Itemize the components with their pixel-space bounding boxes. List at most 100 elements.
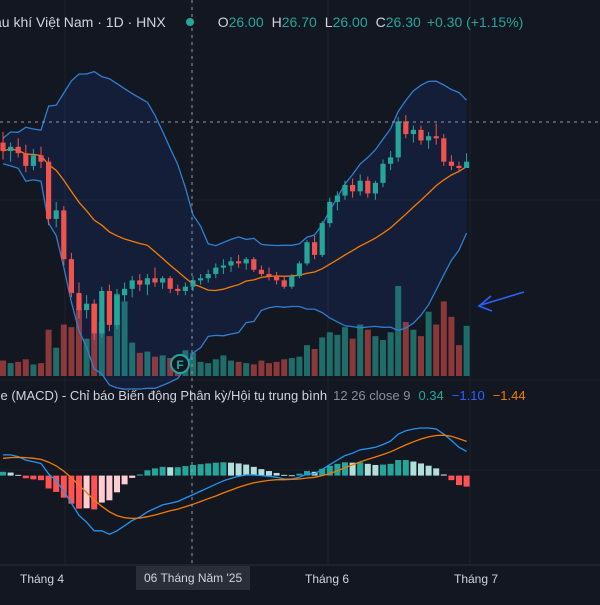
macd-histogram-bar <box>167 467 174 476</box>
volume-bar <box>266 363 272 376</box>
volume-bar <box>372 336 379 376</box>
candle-body <box>84 303 90 311</box>
macd-histogram-bar <box>326 465 333 476</box>
event-flag-marker[interactable]: F <box>170 354 190 374</box>
volume-bar <box>136 352 143 376</box>
candle-body <box>426 136 432 141</box>
macd-histogram-bar <box>174 467 181 476</box>
macd-histogram-bar <box>296 473 303 476</box>
time-label-thang-7: Tháng 7 <box>454 572 499 586</box>
macd-histogram-bar <box>68 475 75 504</box>
candle-body <box>99 290 105 334</box>
volume-bar <box>129 342 136 376</box>
candle-body <box>30 155 36 166</box>
volume-bar <box>281 359 288 376</box>
macd-legend: ce (MACD) - Chỉ báo Biến động Phân kỳ/Hộ… <box>0 385 600 405</box>
candle-body <box>137 280 143 285</box>
macd-histogram-bar <box>190 464 196 476</box>
macd-histogram-bar <box>342 462 348 476</box>
macd-histogram-bar <box>121 475 128 485</box>
open-value: 26.00 <box>228 14 264 30</box>
symbol-title[interactable]: ầu khí Việt Nam · 1D · HNX <box>0 14 166 30</box>
time-label-thang-4: Tháng 4 <box>20 572 65 586</box>
macd-histogram-bar <box>220 462 227 476</box>
volume-bar <box>45 329 52 376</box>
high-label: H <box>271 14 282 30</box>
candle-body <box>243 259 249 264</box>
volume-bar <box>448 316 455 376</box>
candle-body <box>410 129 416 135</box>
candle-body <box>327 201 333 224</box>
arrow-head-icon <box>477 295 493 312</box>
event-flag-circle[interactable] <box>170 354 190 374</box>
volume-bar <box>114 293 120 376</box>
macd-histogram-bar <box>0 471 6 476</box>
candle-body <box>395 121 401 158</box>
close-label: C <box>375 14 386 30</box>
candle-body <box>15 146 21 154</box>
candlesticks[interactable] <box>0 115 470 340</box>
change-value: +0.30 (+1.15%) <box>426 14 524 30</box>
candle-body <box>182 286 188 291</box>
macd-line <box>3 427 467 536</box>
close-value: 26.30 <box>385 14 421 30</box>
volume-bar <box>319 337 326 376</box>
candle-body <box>251 259 257 270</box>
volume-bar <box>250 364 257 376</box>
volume-bar <box>68 327 75 376</box>
candle-body <box>319 223 325 255</box>
macd-histogram-bar <box>182 466 189 476</box>
volume-bar <box>364 329 371 376</box>
candle-body <box>198 278 204 281</box>
macd-pane[interactable] <box>0 427 470 536</box>
grid-lines <box>0 0 600 565</box>
volume-bar <box>402 322 409 376</box>
candle-body <box>152 278 158 283</box>
volume-bar <box>76 309 82 376</box>
macd-histogram-bar <box>98 475 105 503</box>
candle-body <box>38 155 44 162</box>
macd-histogram-bar <box>319 468 326 476</box>
volume-bar <box>357 324 364 376</box>
volume-bar <box>144 351 151 376</box>
macd-histogram-bar <box>45 475 52 489</box>
bollinger-lines <box>2 70 468 390</box>
macd-params: 12 26 close 9 <box>333 387 411 403</box>
volume-bar <box>463 325 470 376</box>
volume-bar <box>342 327 348 376</box>
volume-bar <box>456 345 462 376</box>
volume-bar <box>296 356 303 376</box>
candle-body <box>403 121 409 135</box>
macd-line-value: −1.10 <box>451 387 485 403</box>
annotation-arrow[interactable] <box>477 291 525 312</box>
macd-histogram-bar <box>129 475 136 478</box>
candle-body <box>190 280 196 287</box>
macd-histogram-bar <box>15 474 22 476</box>
time-label-selected: 06 Tháng Năm '25 <box>136 566 251 590</box>
candle-body <box>304 242 310 264</box>
macd-histogram-bar <box>159 466 166 476</box>
macd-title[interactable]: ce (MACD) - Chỉ báo Biến động Phân kỳ/Hộ… <box>0 387 328 403</box>
macd-histogram-bar <box>387 463 394 476</box>
candle-body <box>122 288 128 296</box>
candle-body <box>160 278 166 283</box>
candle-body <box>418 129 424 141</box>
macd-histogram-bar <box>288 475 295 477</box>
volume-bar <box>121 301 128 376</box>
macd-histogram-bar <box>76 475 82 509</box>
candle-body <box>372 182 378 194</box>
candle-body <box>228 261 234 266</box>
macd-histogram-bar <box>197 464 204 476</box>
event-flag-label: F <box>176 358 183 372</box>
candle-body <box>441 138 447 162</box>
volume-bar <box>228 360 234 376</box>
time-label-thang-6: Tháng 6 <box>305 572 350 586</box>
candle-body <box>266 274 272 277</box>
volume-bar <box>258 360 265 376</box>
candle-body <box>175 288 181 291</box>
volume-bar <box>22 359 29 376</box>
candle-body <box>258 269 264 274</box>
volume-bar <box>304 345 310 376</box>
